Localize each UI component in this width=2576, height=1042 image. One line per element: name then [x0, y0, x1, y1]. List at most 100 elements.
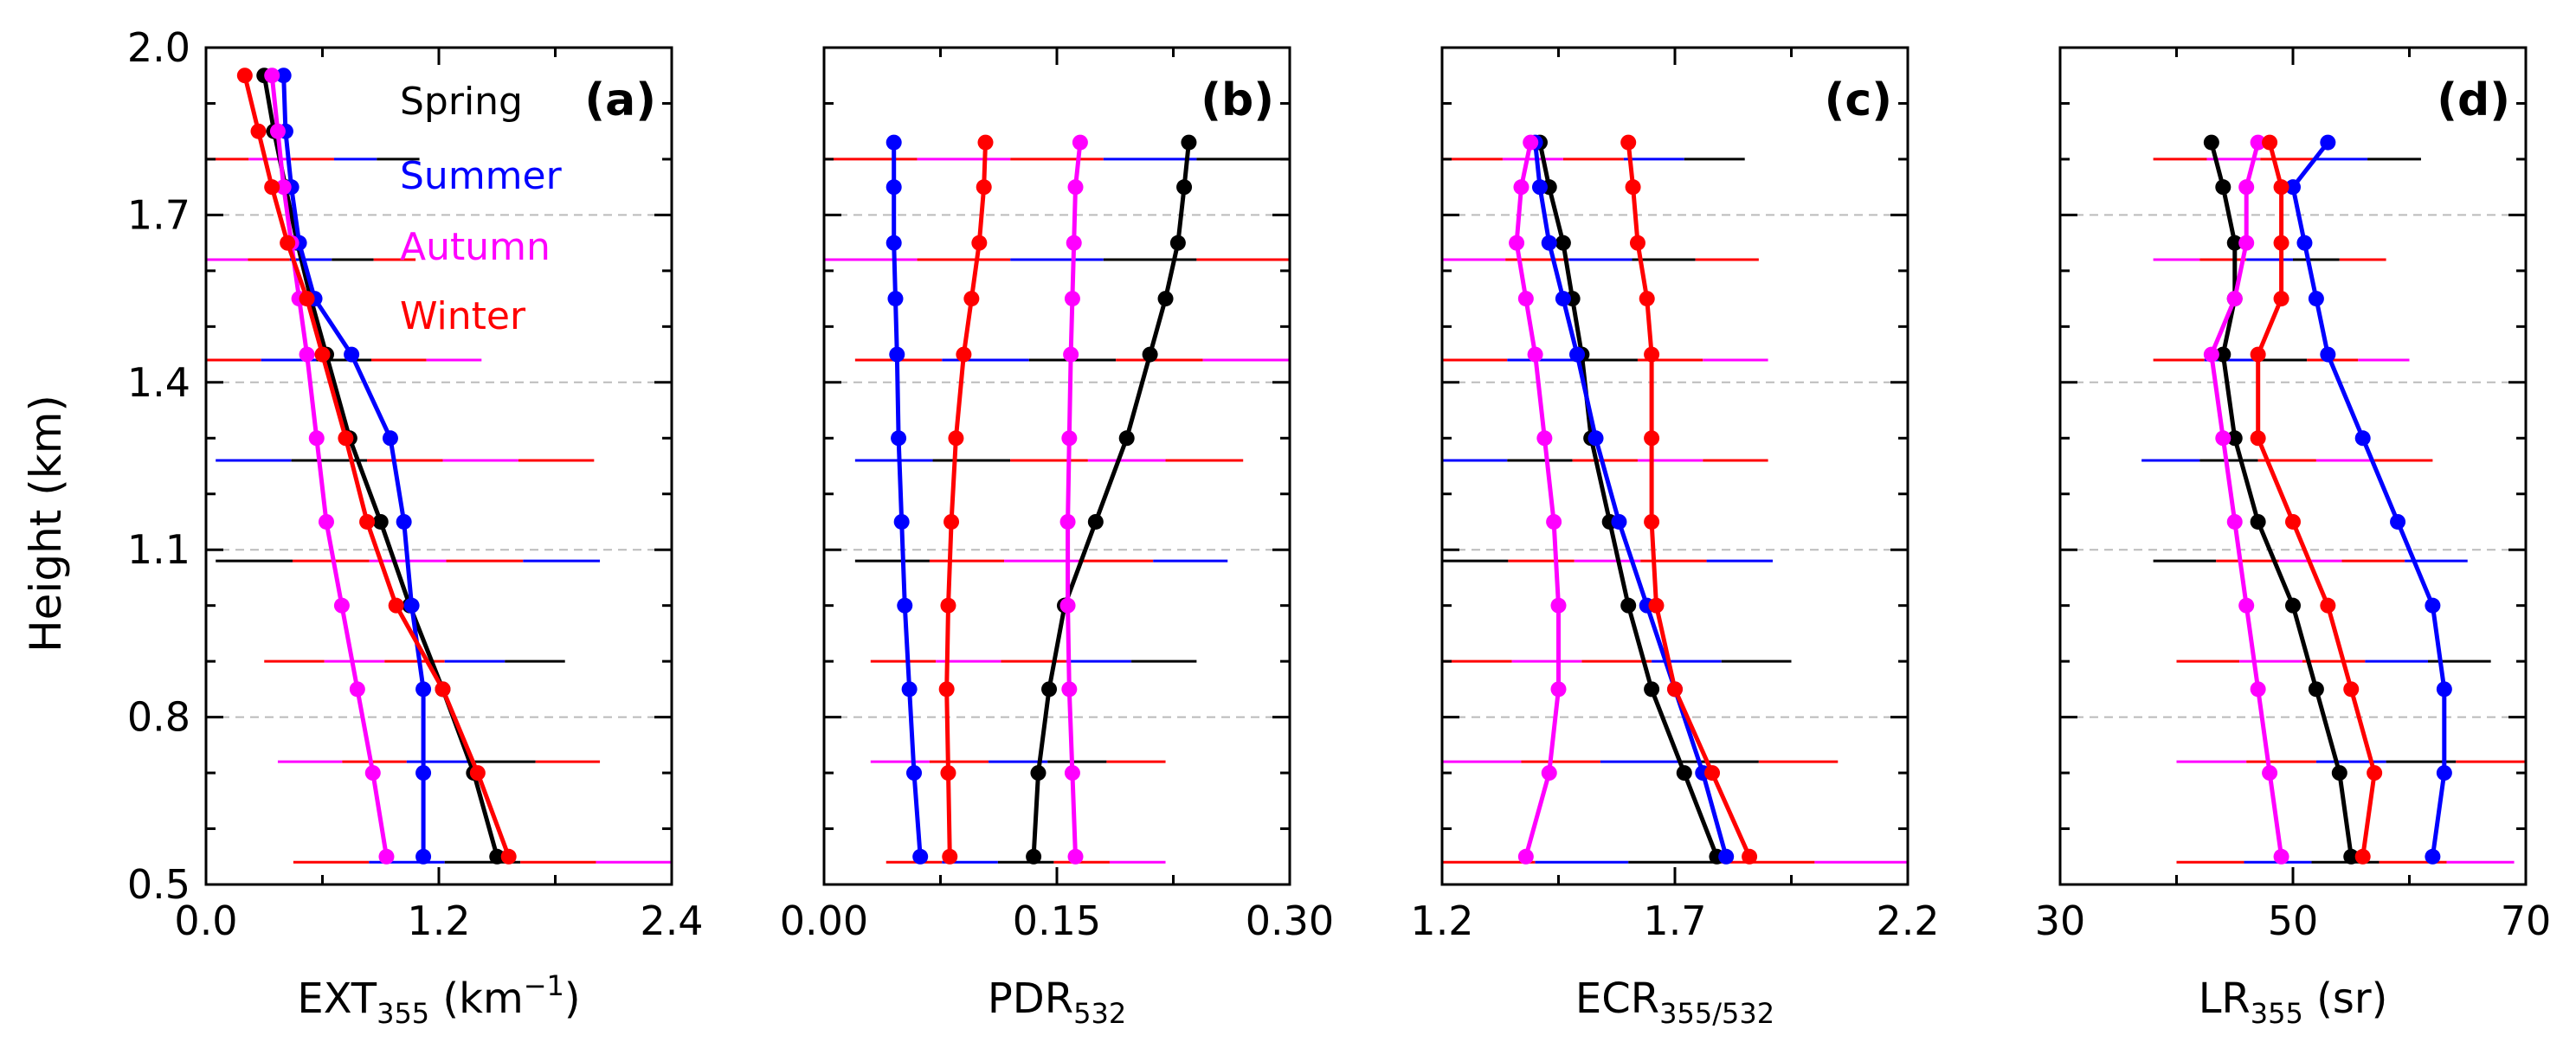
data-point-winter: [338, 430, 354, 447]
data-point-autumn: [1059, 597, 1076, 614]
data-point-autumn: [2273, 848, 2289, 865]
data-point-autumn: [2215, 430, 2231, 447]
data-point-spring: [1030, 765, 1046, 782]
data-point-summer: [396, 513, 412, 530]
data-point-summer: [275, 68, 292, 84]
x-axis-label-main: LR: [2199, 974, 2251, 1023]
data-point-winter: [1704, 765, 1721, 782]
plot-frame: [2058, 46, 2528, 886]
x-tick-label: 1.7: [1643, 897, 1706, 944]
x-tick-label: 0.30: [1246, 897, 1334, 944]
data-point-spring: [1176, 179, 1193, 196]
x-axis-label-main: ECR: [1575, 974, 1659, 1023]
data-point-summer: [1541, 235, 1557, 251]
data-point-spring: [2343, 848, 2360, 865]
data-point-autumn: [1517, 848, 1534, 865]
y-tick-label: 1.7: [127, 191, 190, 238]
x-axis-label: EXT355 (km−1): [297, 969, 580, 1030]
data-point-autumn: [2262, 765, 2278, 782]
data-point-winter: [1742, 848, 1758, 865]
data-point-autumn: [1059, 513, 1076, 530]
data-point-winter: [2262, 134, 2278, 151]
data-point-spring: [1118, 430, 1135, 447]
x-axis-label: PDR532: [988, 974, 1126, 1030]
data-point-autumn: [1546, 513, 1562, 530]
data-point-winter: [2273, 179, 2289, 196]
data-point-autumn: [1064, 765, 1080, 782]
data-point-autumn: [364, 765, 381, 782]
data-point-summer: [886, 179, 902, 196]
data-point-autumn: [318, 513, 334, 530]
x-axis-label-sub: 355: [2251, 997, 2303, 1030]
data-point-winter: [1644, 513, 1660, 530]
data-point-spring: [1181, 134, 1197, 151]
data-point-summer: [2390, 513, 2406, 530]
legend: Spring Summer Autumn Winter: [400, 80, 563, 338]
data-point-summer: [2425, 597, 2441, 614]
data-point-summer: [2436, 765, 2452, 782]
data-point-winter: [2250, 346, 2266, 363]
data-point-autumn: [2250, 681, 2266, 698]
data-point-summer: [886, 235, 902, 251]
data-point-autumn: [1536, 430, 1553, 447]
data-point-autumn: [275, 179, 292, 196]
data-point-spring: [1026, 848, 1042, 865]
data-point-autumn: [2250, 134, 2266, 151]
legend-item-winter: Winter: [400, 294, 526, 338]
data-point-spring: [1142, 346, 1158, 363]
data-point-summer: [2425, 848, 2441, 865]
data-point-autumn: [2203, 346, 2219, 363]
data-point-spring: [1087, 513, 1104, 530]
panel-label: (a): [584, 74, 656, 126]
data-point-summer: [415, 681, 432, 698]
data-point-autumn: [349, 681, 365, 698]
data-point-spring: [489, 848, 506, 865]
data-point-autumn: [1064, 291, 1080, 307]
x-axis-label-sub: 355: [377, 997, 429, 1030]
data-point-spring: [1169, 235, 1186, 251]
data-point-winter: [500, 848, 517, 865]
data-point-winter: [2320, 597, 2336, 614]
series-line-autumn: [269, 74, 389, 858]
series-line-summer: [281, 75, 426, 857]
data-point-winter: [1625, 179, 1641, 196]
x-tick-label: 0.15: [1013, 897, 1101, 944]
data-point-autumn: [1523, 134, 1539, 151]
chart-panel-3: 1.2 1.7 2.2 ECR355/532 (c): [1410, 46, 1940, 1030]
data-point-winter: [236, 68, 253, 84]
y-axis-label: Height (km): [21, 395, 71, 653]
data-point-spring: [2226, 430, 2243, 447]
data-point-summer: [415, 848, 432, 865]
x-axis-label: LR355 (sr): [2199, 974, 2388, 1030]
data-point-autumn: [1061, 430, 1078, 447]
data-point-winter: [1620, 134, 1637, 151]
x-axis-label-sub: 532: [1073, 997, 1126, 1030]
data-point-spring: [1157, 291, 1174, 307]
series-spring: [2203, 134, 2360, 865]
legend-item-autumn: Autumn: [400, 225, 551, 269]
data-point-summer: [891, 430, 907, 447]
data-point-autumn: [1063, 346, 1079, 363]
y-tick-label: 1.4: [127, 359, 190, 406]
data-point-winter: [250, 123, 267, 139]
x-axis-label-tail: (sr): [2303, 974, 2387, 1023]
plot-frame: [1440, 46, 1909, 886]
chart-panel-4: 30 50 70 LR355 (sr) (d): [2035, 46, 2551, 1030]
data-point-summer: [886, 134, 902, 151]
data-point-autumn: [2226, 291, 2243, 307]
data-point-summer: [901, 681, 918, 698]
data-point-spring: [1676, 765, 1692, 782]
data-point-spring: [1620, 597, 1637, 614]
data-point-autumn: [378, 848, 395, 865]
data-point-winter: [948, 430, 964, 447]
data-point-winter: [1644, 430, 1660, 447]
data-point-summer: [912, 848, 929, 865]
data-point-summer: [415, 765, 432, 782]
data-point-winter: [943, 513, 960, 530]
data-point-spring: [2250, 513, 2266, 530]
data-point-autumn: [1066, 235, 1082, 251]
data-point-autumn: [1509, 235, 1525, 251]
legend-item-summer: Summer: [400, 154, 563, 198]
x-tick-label: 0.00: [780, 897, 868, 944]
series-winter: [2250, 134, 2383, 865]
